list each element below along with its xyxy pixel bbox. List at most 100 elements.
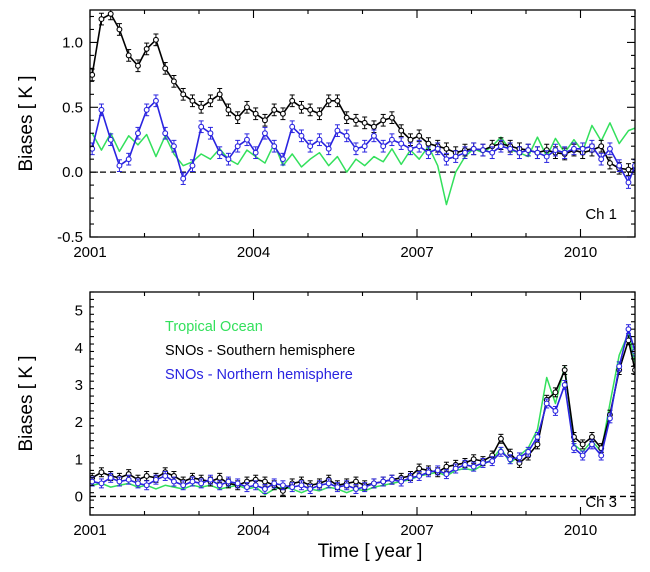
- data-point-northern: [516, 149, 523, 156]
- data-point-southern: [143, 45, 150, 52]
- y-tick-label: 0: [75, 488, 83, 505]
- data-point-northern: [143, 482, 150, 489]
- data-point-northern: [416, 143, 423, 150]
- data-point-northern: [98, 106, 105, 113]
- data-point-northern: [198, 480, 205, 487]
- data-point-northern: [479, 147, 486, 154]
- data-point-northern: [425, 149, 432, 156]
- data-point-northern: [298, 482, 305, 489]
- data-point-southern: [316, 110, 323, 117]
- data-point-southern: [443, 145, 450, 152]
- data-point-southern: [588, 434, 595, 440]
- data-point-northern: [479, 460, 486, 466]
- data-point-northern: [162, 130, 169, 137]
- data-point-northern: [625, 179, 632, 186]
- data-point-northern: [598, 452, 605, 459]
- data-point-northern: [497, 448, 504, 455]
- data-point-southern: [135, 62, 141, 69]
- data-point-northern: [261, 486, 268, 492]
- data-point-northern: [135, 130, 141, 137]
- data-point-northern: [443, 471, 450, 478]
- data-point-northern: [462, 461, 468, 468]
- data-point-northern: [307, 486, 314, 492]
- data-point-northern: [571, 445, 577, 452]
- x-tick-label: 2010: [564, 522, 597, 539]
- data-point-southern: [279, 110, 286, 117]
- data-point-southern: [307, 106, 314, 113]
- data-point-northern: [125, 156, 132, 163]
- data-point-northern: [361, 143, 368, 150]
- panel-ch3: 2001 2004 2007 2010 0 1 2 3 4 5 Biases [ K ] Ch 3 Tr…: [16, 291, 636, 539]
- series-line-tropical: [91, 122, 635, 206]
- data-point-northern: [343, 482, 350, 489]
- data-point-northern: [271, 143, 278, 150]
- data-point-northern: [225, 156, 232, 163]
- data-point-southern: [225, 106, 232, 113]
- data-point-northern: [334, 484, 341, 491]
- data-point-northern: [353, 486, 359, 492]
- data-point-southern: [416, 465, 423, 472]
- data-point-northern: [398, 478, 405, 485]
- data-point-northern: [152, 476, 159, 483]
- data-point-northern: [425, 469, 432, 476]
- x-tick-label: 2004: [237, 244, 270, 261]
- data-point-northern: [244, 136, 250, 143]
- data-point-northern: [107, 136, 114, 143]
- data-point-southern: [425, 140, 432, 147]
- data-point-southern: [125, 52, 132, 59]
- data-point-southern: [416, 132, 423, 139]
- panel-label: Ch 3: [585, 494, 617, 511]
- x-tick-label: 2001: [73, 244, 106, 261]
- data-point-southern: [470, 456, 477, 463]
- data-point-southern: [98, 469, 105, 476]
- data-point-northern: [407, 474, 414, 481]
- data-point-northern: [489, 458, 496, 465]
- data-point-northern: [579, 145, 586, 152]
- data-point-southern: [334, 97, 341, 104]
- data-point-southern: [343, 114, 350, 121]
- series-group: [90, 10, 635, 206]
- data-point-southern: [198, 104, 205, 111]
- data-point-northern: [616, 363, 623, 370]
- data-point-northern: [588, 441, 595, 448]
- data-point-southern: [561, 367, 568, 373]
- data-point-northern: [552, 407, 559, 414]
- data-point-northern: [271, 480, 278, 487]
- data-point-northern: [116, 478, 123, 485]
- data-point-southern: [407, 136, 414, 143]
- y-tick-label: 2: [75, 414, 83, 431]
- data-point-southern: [234, 114, 241, 121]
- data-point-northern: [252, 149, 259, 156]
- data-point-northern: [143, 106, 150, 113]
- data-point-southern: [497, 435, 504, 442]
- data-point-northern: [207, 130, 214, 137]
- data-point-northern: [234, 480, 241, 487]
- data-point-southern: [606, 160, 613, 167]
- data-point-northern: [507, 456, 514, 463]
- data-point-northern: [434, 145, 441, 152]
- data-point-northern: [534, 149, 541, 156]
- panel-label: Ch 1: [585, 206, 617, 223]
- data-point-northern: [116, 162, 123, 169]
- data-point-northern: [234, 143, 241, 150]
- data-point-northern: [525, 147, 532, 154]
- data-point-northern: [380, 143, 387, 150]
- data-point-southern: [261, 478, 268, 485]
- legend-entry-northern: SNOs - Northern hemisphere: [165, 367, 353, 383]
- y-tick-label: 4: [75, 340, 83, 357]
- data-point-northern: [279, 482, 286, 489]
- data-point-northern: [579, 452, 586, 459]
- data-point-northern: [189, 162, 196, 169]
- data-point-northern: [388, 136, 395, 143]
- data-point-northern: [225, 478, 232, 485]
- data-point-southern: [552, 389, 559, 396]
- data-point-southern: [289, 97, 296, 104]
- data-point-northern: [289, 123, 296, 130]
- data-point-northern: [316, 482, 323, 489]
- data-point-southern: [216, 91, 223, 98]
- data-point-northern: [543, 400, 550, 407]
- data-point-southern: [162, 65, 169, 72]
- data-point-northern: [307, 143, 314, 150]
- data-point-northern: [170, 478, 177, 485]
